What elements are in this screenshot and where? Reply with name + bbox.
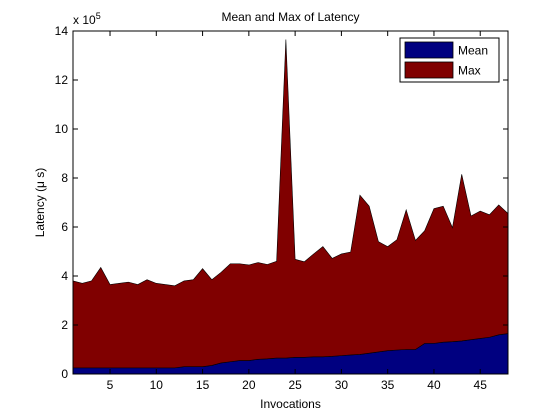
y-tick-label: 6 [61, 220, 68, 234]
x-tick-label: 40 [427, 378, 441, 392]
plot-frame [72, 30, 509, 375]
y-axis-exponent-base: x 10 [73, 13, 96, 27]
x-tick-label: 30 [335, 378, 349, 392]
x-tick-label: 20 [242, 378, 256, 392]
y-tick-label: 2 [61, 318, 68, 332]
y-axis-ticks: 0 2 4 6 8 10 12 14 [55, 24, 508, 381]
y-tick-label: 0 [61, 367, 68, 381]
chart-title: Mean and Max of Latency [221, 10, 359, 24]
x-tick-label: 10 [150, 378, 164, 392]
x-tick-label: 35 [381, 378, 395, 392]
x-tick-label: 45 [474, 378, 488, 392]
legend-label-mean: Mean [458, 44, 488, 58]
x-tick-label: 15 [196, 378, 210, 392]
y-axis-exponent: x 105 [73, 11, 101, 27]
y-tick-label: 12 [55, 73, 69, 87]
legend-swatch-mean [404, 41, 454, 59]
y-axis-label: Latency (μ s) [33, 168, 47, 238]
x-axis-ticks: 5 10 15 20 25 30 35 40 45 [107, 31, 488, 392]
y-tick-label: 4 [61, 269, 68, 283]
legend-label-max: Max [458, 64, 481, 78]
y-tick-label: 8 [61, 171, 68, 185]
y-axis-exponent-power: 5 [96, 11, 101, 21]
x-axis-label: Invocations [260, 397, 321, 411]
y-tick-label: 10 [55, 122, 69, 136]
x-tick-label: 5 [107, 378, 114, 392]
x-tick-label: 25 [288, 378, 302, 392]
legend-swatch-max [404, 61, 454, 79]
y-tick-label: 14 [55, 24, 69, 38]
legend: Mean Max [399, 37, 500, 83]
